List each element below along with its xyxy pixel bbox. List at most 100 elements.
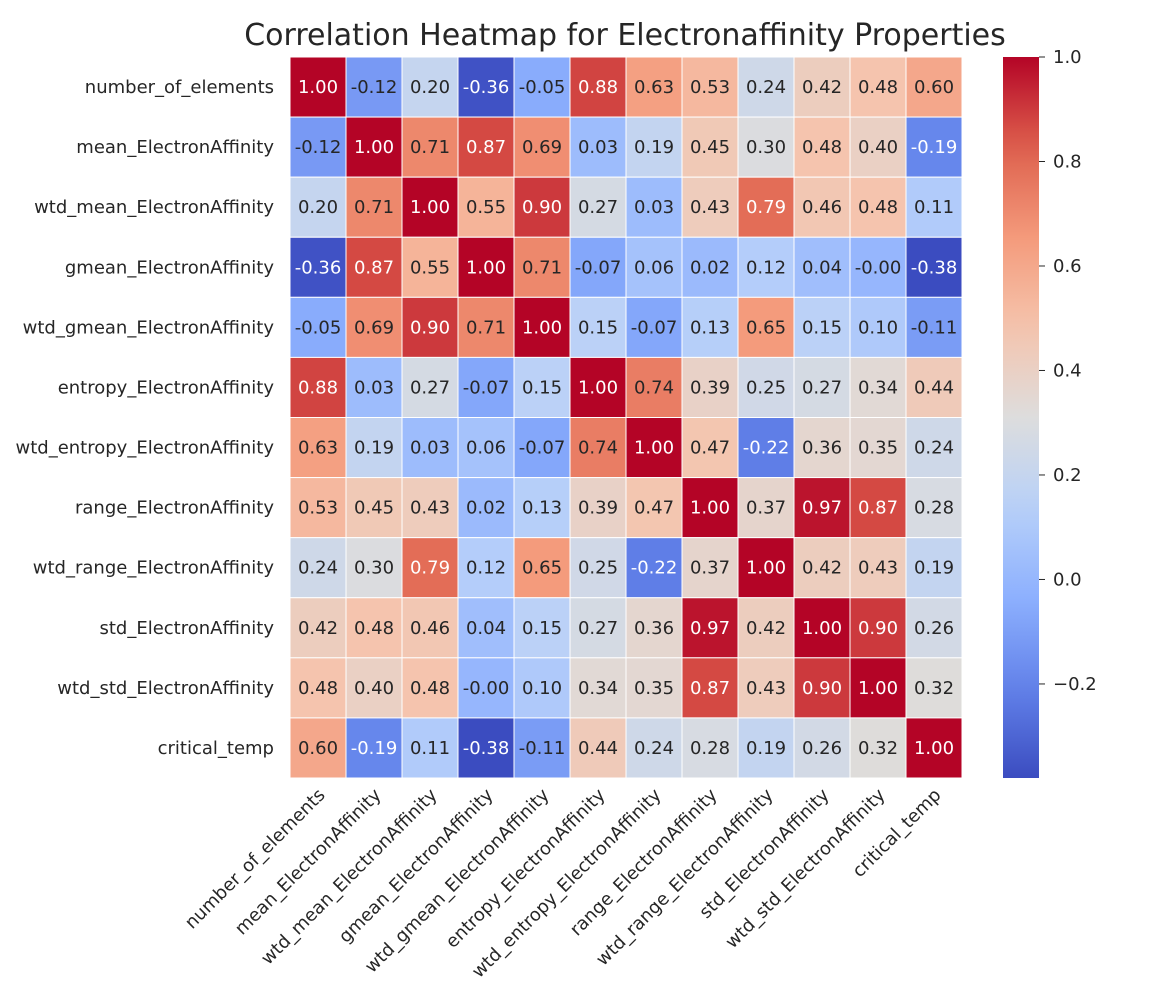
cell-value-label: -0.12 xyxy=(351,77,398,98)
y-tick-label: number_of_elements xyxy=(85,77,274,98)
heatmap-cell xyxy=(457,537,515,599)
cell-value-label: 0.48 xyxy=(298,678,338,699)
cell-value-label: 0.55 xyxy=(410,257,450,278)
cell-value-label: 0.25 xyxy=(578,558,618,579)
heatmap-cell xyxy=(905,116,963,178)
cell-value-label: 0.15 xyxy=(522,377,562,398)
heatmap-cell xyxy=(625,116,683,178)
cell-value-label: 0.10 xyxy=(858,317,898,338)
heatmap-cell xyxy=(401,477,459,539)
cell-value-label: 0.97 xyxy=(802,498,842,519)
heatmap-cell xyxy=(345,657,403,719)
heatmap-cell xyxy=(401,176,459,238)
cell-value-label: 0.03 xyxy=(410,438,450,459)
y-tick-label: range_ElectronAffinity xyxy=(75,498,274,519)
cell-value-label: 0.11 xyxy=(410,738,450,759)
heatmap-cell xyxy=(793,356,851,418)
cell-value-label: 0.20 xyxy=(410,77,450,98)
heatmap-cell xyxy=(625,417,683,479)
cell-value-label: 0.90 xyxy=(522,197,562,218)
heatmap-cell xyxy=(401,717,459,779)
cell-value-label: -0.05 xyxy=(295,317,342,338)
cell-value-label: 1.00 xyxy=(298,77,338,98)
cell-value-label: 0.28 xyxy=(914,498,954,519)
heatmap-cell xyxy=(289,537,347,599)
heatmap-cell xyxy=(681,537,739,599)
heatmap-cell xyxy=(625,356,683,418)
cell-value-label: 1.00 xyxy=(578,377,618,398)
heatmap-cell xyxy=(569,296,627,358)
heatmap-cell xyxy=(289,176,347,238)
heatmap-cell xyxy=(569,657,627,719)
cell-value-label: 0.69 xyxy=(354,317,394,338)
heatmap-cell xyxy=(737,356,795,418)
cell-value-label: 0.63 xyxy=(298,438,338,459)
cell-value-label: 0.30 xyxy=(746,137,786,158)
cell-value-label: 0.06 xyxy=(466,438,506,459)
cell-value-label: 0.45 xyxy=(354,498,394,519)
heatmap-cell xyxy=(401,236,459,298)
heatmap-cell xyxy=(401,657,459,719)
heatmap-cell xyxy=(849,417,907,479)
cell-value-label: 0.34 xyxy=(858,377,898,398)
y-tick-label: entropy_ElectronAffinity xyxy=(58,377,275,398)
heatmap-cell xyxy=(625,597,683,659)
cell-value-label: -0.07 xyxy=(463,377,510,398)
heatmap-cell xyxy=(905,477,963,539)
heatmap-cell xyxy=(625,176,683,238)
heatmap-cell xyxy=(793,116,851,178)
colorbar-tick-label: 0.8 xyxy=(1053,151,1082,172)
heatmap-cell xyxy=(457,597,515,659)
cell-value-label: 0.02 xyxy=(690,257,730,278)
cell-value-label: 0.48 xyxy=(354,618,394,639)
cell-value-label: 0.32 xyxy=(914,678,954,699)
cell-value-label: -0.22 xyxy=(743,438,790,459)
heatmap-cell xyxy=(905,597,963,659)
heatmap-cell xyxy=(513,597,571,659)
cell-value-label: -0.36 xyxy=(463,77,510,98)
cell-value-label: 0.90 xyxy=(802,678,842,699)
heatmap-cell xyxy=(681,597,739,659)
cell-value-label: 0.24 xyxy=(634,738,674,759)
cell-value-label: 0.60 xyxy=(298,738,338,759)
y-tick-label: gmean_ElectronAffinity xyxy=(65,257,274,278)
cell-value-label: 0.34 xyxy=(578,678,618,699)
cell-value-label: 0.46 xyxy=(410,618,450,639)
cell-value-label: 0.48 xyxy=(858,77,898,98)
cell-value-label: 1.00 xyxy=(354,137,394,158)
heatmap-cell xyxy=(569,356,627,418)
cell-value-label: 0.19 xyxy=(354,438,394,459)
x-axis-tick-labels: number_of_elementsmean_ElectronAffinityw… xyxy=(181,784,946,982)
cell-value-label: 0.24 xyxy=(298,558,338,579)
cell-value-label: -0.00 xyxy=(463,678,510,699)
heatmap-cell xyxy=(345,296,403,358)
cell-value-label: 1.00 xyxy=(522,317,562,338)
heatmap-cell xyxy=(457,116,515,178)
cell-value-label: 0.39 xyxy=(578,498,618,519)
cell-value-label: 0.40 xyxy=(354,678,394,699)
y-tick-label: wtd_entropy_ElectronAffinity xyxy=(15,438,274,459)
cell-value-label: 0.32 xyxy=(858,738,898,759)
heatmap-cell xyxy=(905,657,963,719)
cell-value-label: 0.35 xyxy=(634,678,674,699)
cell-value-label: 0.88 xyxy=(578,77,618,98)
heatmap-cell xyxy=(905,537,963,599)
y-axis-tick-labels: number_of_elements mean_ElectronAffinityw… xyxy=(15,77,274,759)
chart-title: Correlation Heatmap for Electronaffinity… xyxy=(244,18,1006,53)
cell-value-label: 0.27 xyxy=(802,377,842,398)
cell-value-label: 0.97 xyxy=(690,618,730,639)
cell-value-label: 0.27 xyxy=(578,197,618,218)
heatmap-cell xyxy=(905,56,963,118)
heatmap-cell xyxy=(513,116,571,178)
cell-value-label: 0.90 xyxy=(410,317,450,338)
cell-value-label: -0.11 xyxy=(911,317,958,338)
heatmap-cell xyxy=(737,657,795,719)
cell-value-label: -0.38 xyxy=(463,738,510,759)
cell-value-label: 0.48 xyxy=(858,197,898,218)
cell-value-label: 0.79 xyxy=(410,558,450,579)
heatmap-cell xyxy=(849,537,907,599)
heatmap-cell xyxy=(625,296,683,358)
heatmap-cell xyxy=(793,236,851,298)
heatmap-cell xyxy=(289,356,347,418)
cell-value-label: 0.15 xyxy=(522,618,562,639)
